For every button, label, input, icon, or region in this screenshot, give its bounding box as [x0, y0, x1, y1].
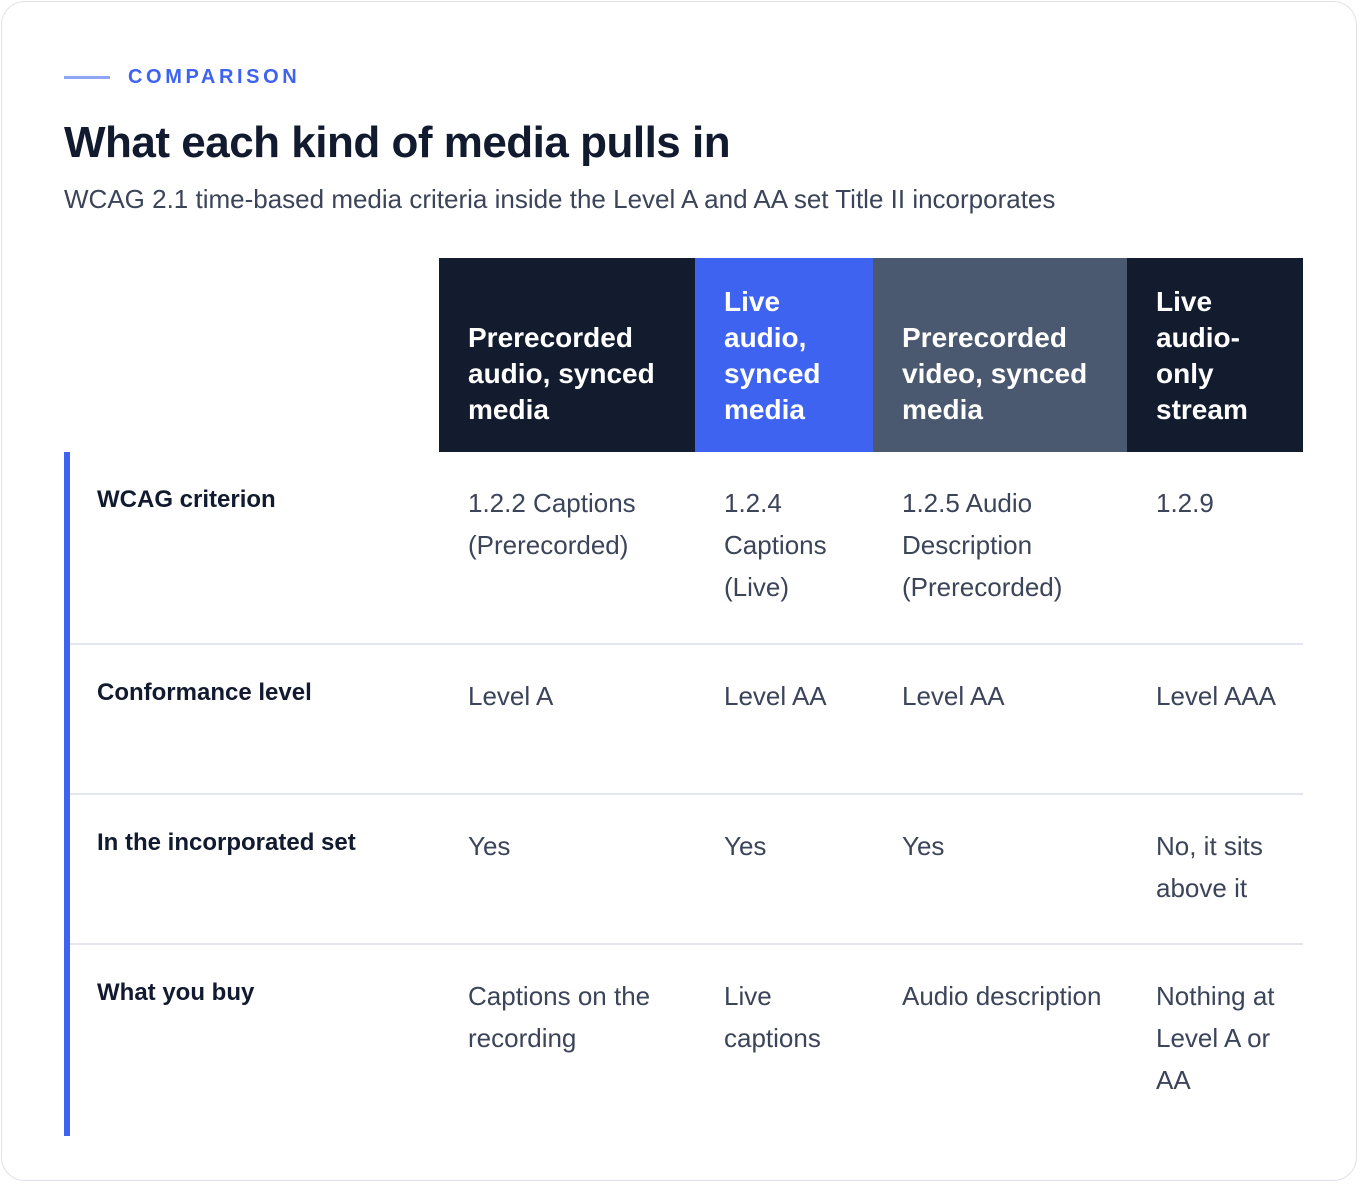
column-header-prerecorded-video: Prerecorded video, synced media [873, 258, 1127, 452]
eyebrow-label: COMPARISON [128, 66, 301, 88]
table-row: In the incorporated set Yes Yes Yes No, … [64, 794, 1303, 945]
table-cell: Yes [695, 794, 873, 945]
comparison-table: Prerecorded audio, synced media Live aud… [64, 258, 1303, 1136]
page-subtitle: WCAG 2.1 time-based media criteria insid… [64, 184, 1056, 214]
table-row: Conformance level Level A Level AA Level… [64, 644, 1303, 795]
column-header-prerecorded-audio: Prerecorded audio, synced media [439, 258, 695, 452]
table-cell: Level AA [873, 644, 1127, 795]
header-corner [67, 258, 439, 452]
table-cell: Nothing at Level A or AA [1156, 981, 1275, 1095]
column-header-live-audio: Live audio, synced media [695, 258, 873, 452]
table-cell: Audio description [902, 981, 1102, 1011]
row-label-wcag-criterion: WCAG criterion [64, 452, 439, 645]
row-label-conformance-level: Conformance level [64, 644, 439, 795]
table-cell: Live captions [724, 981, 821, 1053]
table-cell: Level AA [695, 644, 873, 795]
eyebrow: COMPARISON [64, 66, 300, 89]
column-header-live-audio-only: Live audio-only stream [1127, 258, 1303, 452]
table-cell: Level AAA [1127, 644, 1303, 795]
table-row: What you buy Captions on the recording L… [64, 944, 1303, 1136]
row-label-incorporated-set: In the incorporated set [64, 794, 439, 945]
table-row: WCAG criterion 1.2.2 Captions (Prerecord… [64, 452, 1303, 645]
table-cell: Yes [873, 794, 1127, 945]
table-cell: Yes [439, 794, 695, 945]
eyebrow-rule [64, 76, 110, 79]
table-cell: Level A [439, 644, 695, 795]
table-cell: Captions on the recording [468, 981, 651, 1053]
table-cell: 1.2.2 Captions (Prerecorded) [439, 452, 695, 645]
page-title: What each kind of media pulls in [64, 118, 731, 167]
table-cell: 1.2.5 Audio Description (Prerecorded) [873, 452, 1127, 645]
table-cell: No, it sits above it [1127, 794, 1303, 945]
table-cell: 1.2.9 [1127, 452, 1303, 645]
table-cell: 1.2.4 Captions (Live) [695, 452, 873, 645]
row-label-what-you-buy: What you buy [64, 944, 439, 1136]
header-row: Prerecorded audio, synced media Live aud… [67, 258, 1303, 452]
